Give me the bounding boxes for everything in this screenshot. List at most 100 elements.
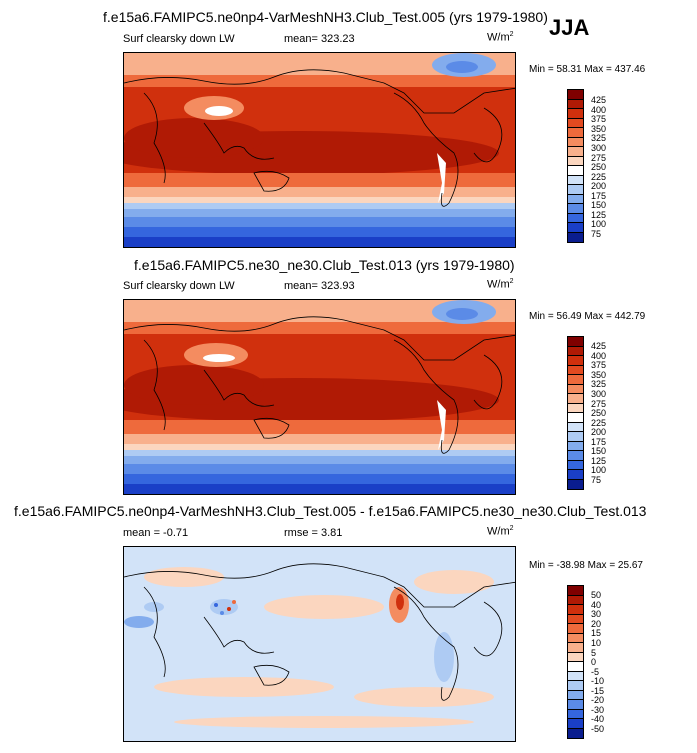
panel-3-legend-label: 0	[591, 657, 597, 667]
colorbar-swatch	[568, 166, 583, 176]
panel-2-legend-label: 175	[591, 437, 607, 447]
colorbar-swatch	[568, 681, 583, 691]
panel-3-legend-label: 5	[591, 648, 597, 658]
colorbar-swatch	[568, 662, 583, 672]
panel-3-legend-label: 40	[591, 600, 602, 610]
panel-1-legend-label: 225	[591, 172, 607, 182]
colorbar-swatch	[568, 605, 583, 615]
colorbar-swatch	[568, 451, 583, 461]
colorbar-swatch	[568, 223, 583, 233]
panel-1-units: W/m2	[487, 31, 514, 44]
panel-1-legend-label: 150	[591, 200, 607, 210]
colorbar-swatch	[568, 728, 583, 738]
colorbar-swatch	[568, 213, 583, 223]
panel-2-legend-label: 275	[591, 399, 607, 409]
panel-2-legend-label: 400	[591, 351, 607, 361]
colorbar-swatch	[568, 109, 583, 119]
panel-3-legend-label: -30	[591, 705, 605, 715]
panel-1-legend-label: 100	[591, 219, 607, 229]
colorbar-swatch	[568, 356, 583, 366]
colorbar-swatch	[568, 375, 583, 385]
panel-1-legend-label: 75	[591, 229, 602, 239]
panel-2-legend-label: 150	[591, 446, 607, 456]
colorbar-swatch	[568, 99, 583, 109]
colorbar-swatch	[568, 413, 583, 423]
colorbar-swatch	[568, 671, 583, 681]
panel-2-legend-label: 350	[591, 370, 607, 380]
panel-1-title: f.e15a6.FAMIPC5.ne0np4-VarMeshNH3.Club_T…	[103, 9, 548, 25]
panel-1-map	[123, 52, 516, 248]
colorbar-swatch	[568, 147, 583, 157]
panel-1-legend-label: 375	[591, 114, 607, 124]
panel-1-variable: Surf clearsky down LW	[123, 33, 235, 45]
panel-1-legend-label: 300	[591, 143, 607, 153]
colorbar-swatch	[568, 118, 583, 128]
colorbar-swatch	[568, 624, 583, 634]
panel-1-legend-label: 350	[591, 124, 607, 134]
colorbar-swatch	[568, 128, 583, 138]
colorbar-swatch	[568, 690, 583, 700]
colorbar-swatch	[568, 479, 583, 489]
panel-3-units: W/m2	[487, 525, 514, 538]
colorbar-swatch	[568, 586, 583, 596]
colorbar-swatch	[568, 709, 583, 719]
panel-3-legend-label: -5	[591, 667, 600, 677]
panel-2-legend-label: 325	[591, 379, 607, 389]
colorbar-swatch	[568, 337, 583, 347]
colorbar-swatch	[568, 460, 583, 470]
colorbar-swatch	[568, 346, 583, 356]
colorbar-swatch	[568, 470, 583, 480]
colorbar-swatch	[568, 204, 583, 214]
panel-2-minmax: Min = 56.49 Max = 442.79	[529, 311, 646, 322]
panel-2-legend-label: 300	[591, 389, 607, 399]
panel-1-legend-label: 325	[591, 133, 607, 143]
panel-1-legend-label: 400	[591, 105, 607, 115]
panel-2-legend-label: 100	[591, 465, 607, 475]
panel-1-legend-label: 125	[591, 210, 607, 220]
colorbar-swatch	[568, 137, 583, 147]
panel-3-mean: mean = -0.71	[123, 527, 189, 539]
panel-3-legend-label: -50	[591, 724, 605, 734]
panel-1-legend-label: 200	[591, 181, 607, 191]
panel-3-map	[123, 546, 516, 742]
colorbar-swatch	[568, 90, 583, 100]
colorbar-swatch	[568, 643, 583, 653]
colorbar-swatch	[568, 614, 583, 624]
colorbar-swatch	[568, 633, 583, 643]
panel-2-legend-label: 250	[591, 408, 607, 418]
panel-2-legend-label: 200	[591, 427, 607, 437]
panel-3-minmax: Min = -38.98 Max = 25.67	[529, 560, 643, 571]
colorbar-swatch	[568, 394, 583, 404]
panel-3-legend-label: -10	[591, 676, 605, 686]
panel-2-legend-label: 425	[591, 341, 607, 351]
panel-3-colorbar	[567, 585, 584, 739]
panel-3-legend-label: -15	[591, 686, 605, 696]
panel-2-legend-label: 375	[591, 360, 607, 370]
panel-1-legend-label: 275	[591, 153, 607, 163]
panel-2-units: W/m2	[487, 278, 514, 291]
season-label: JJA	[549, 15, 590, 40]
colorbar-swatch	[568, 432, 583, 442]
colorbar-swatch	[568, 175, 583, 185]
colorbar-swatch	[568, 194, 583, 204]
colorbar-swatch	[568, 422, 583, 432]
panel-3-legend-label: -20	[591, 695, 605, 705]
panel-2-mean: mean= 323.93	[284, 280, 355, 292]
panel-1-legend-label: 250	[591, 162, 607, 172]
panel-2-legend-label: 125	[591, 456, 607, 466]
colorbar-swatch	[568, 719, 583, 729]
panel-2-map	[123, 299, 516, 495]
colorbar-swatch	[568, 595, 583, 605]
panel-2-legend-label: 225	[591, 418, 607, 428]
colorbar-swatch	[568, 232, 583, 242]
panel-3-rmse: rmse = 3.81	[284, 527, 343, 539]
colorbar-swatch	[568, 403, 583, 413]
panel-3-legend-label: -40	[591, 714, 605, 724]
colorbar-swatch	[568, 652, 583, 662]
colorbar-swatch	[568, 365, 583, 375]
colorbar-swatch	[568, 384, 583, 394]
panel-2-title: f.e15a6.FAMIPC5.ne30_ne30.Club_Test.013 …	[134, 257, 515, 273]
colorbar-swatch	[568, 185, 583, 195]
panel-3-title: f.e15a6.FAMIPC5.ne0np4-VarMeshNH3.Club_T…	[14, 503, 647, 519]
panel-2-variable: Surf clearsky down LW	[123, 280, 235, 292]
